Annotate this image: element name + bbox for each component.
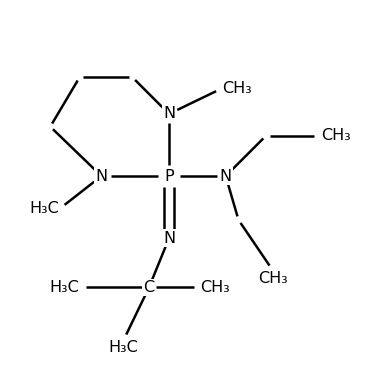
- Text: CH₃: CH₃: [200, 280, 230, 295]
- Text: N: N: [95, 169, 108, 184]
- Text: N: N: [163, 231, 175, 246]
- Text: P: P: [164, 169, 174, 184]
- Text: C: C: [144, 280, 154, 295]
- Text: H₃C: H₃C: [50, 280, 79, 295]
- Text: H₃C: H₃C: [108, 340, 138, 355]
- Text: CH₃: CH₃: [321, 128, 351, 143]
- Text: N: N: [163, 107, 175, 122]
- Text: CH₃: CH₃: [222, 81, 252, 96]
- Text: CH₃: CH₃: [258, 271, 288, 286]
- Text: N: N: [220, 169, 232, 184]
- Text: H₃C: H₃C: [30, 202, 59, 217]
